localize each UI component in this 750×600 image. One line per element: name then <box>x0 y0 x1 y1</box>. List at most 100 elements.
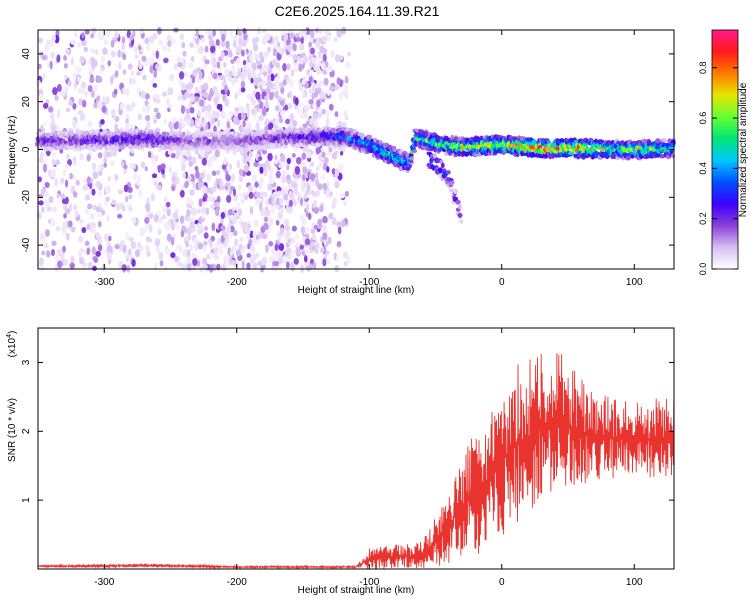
noise-cell <box>232 116 237 123</box>
noise-cell <box>303 255 308 263</box>
noise-cell <box>211 57 216 66</box>
noise-cell <box>238 125 243 131</box>
noise-cell <box>345 61 351 69</box>
noise-cell <box>88 191 92 197</box>
noise-cell <box>281 189 287 196</box>
noise-cell <box>76 76 81 83</box>
noise-cell <box>92 204 97 211</box>
noise-cell <box>97 220 102 228</box>
noise-cell <box>51 158 56 166</box>
noise-cell <box>92 265 97 272</box>
noise-cell <box>114 173 119 181</box>
noise-cell <box>231 64 236 72</box>
noise-cell <box>100 119 105 125</box>
noise-cell <box>282 62 287 72</box>
noise-cell <box>157 210 161 217</box>
noise-cell <box>279 227 285 235</box>
noise-cell <box>171 175 176 183</box>
signal-cell <box>449 180 455 185</box>
noise-cell <box>334 150 338 157</box>
noise-cell <box>292 171 297 179</box>
noise-cell <box>144 100 149 106</box>
noise-cell <box>74 210 79 218</box>
noise-cell <box>243 191 248 197</box>
noise-cell <box>122 69 127 75</box>
noise-cell <box>152 50 157 59</box>
noise-cell <box>50 41 55 48</box>
noise-cell <box>127 186 133 194</box>
noise-cell <box>285 118 291 125</box>
noise-cell <box>278 263 282 270</box>
noise-cell <box>113 88 118 95</box>
noise-cell <box>128 206 133 212</box>
noise-cell <box>123 184 129 193</box>
noise-cell <box>321 108 326 115</box>
noise-cell <box>270 205 276 214</box>
noise-cell <box>224 261 230 268</box>
noise-cell <box>186 248 191 258</box>
noise-cell <box>48 106 54 113</box>
noise-cell <box>155 50 159 59</box>
noise-cell <box>278 117 284 124</box>
noise-cell <box>239 236 245 242</box>
noise-cell <box>188 160 194 168</box>
noise-cell <box>160 163 166 170</box>
noise-cell <box>56 54 61 63</box>
noise-cell <box>303 55 308 64</box>
noise-cell <box>125 231 129 241</box>
noise-cell <box>191 156 197 165</box>
noise-cell <box>239 148 245 156</box>
noise-cell <box>79 153 84 161</box>
noise-cell <box>130 77 137 85</box>
noise-cell <box>150 192 156 202</box>
noise-cell <box>46 250 51 258</box>
noise-cell <box>283 218 290 226</box>
noise-cell <box>290 68 295 77</box>
noise-cell <box>79 219 84 224</box>
noise-cell <box>138 45 142 51</box>
noise-cell <box>108 235 112 242</box>
noise-cell <box>322 215 328 224</box>
noise-cell <box>288 199 293 208</box>
noise-cell <box>62 221 67 230</box>
noise-cell <box>334 168 339 175</box>
noise-cell <box>313 199 318 207</box>
noise-cell <box>258 156 263 162</box>
noise-cell <box>251 174 257 182</box>
noise-cell <box>302 34 308 41</box>
noise-cell <box>64 179 69 188</box>
noise-cell <box>247 243 251 250</box>
noise-cell <box>128 194 133 200</box>
noise-cell <box>191 75 196 84</box>
snr-y-axis-label: SNR (10 * v/v) <box>7 398 18 462</box>
noise-cell <box>223 112 227 119</box>
noise-cell <box>287 102 293 110</box>
noise-cell <box>264 125 270 132</box>
noise-cell <box>141 55 147 62</box>
noise-cell <box>261 256 267 266</box>
noise-cell <box>133 172 138 181</box>
signal-cell <box>445 170 451 175</box>
noise-cell <box>277 71 281 79</box>
signal-cell <box>85 141 90 145</box>
noise-cell <box>167 45 172 53</box>
noise-cell <box>54 94 59 102</box>
noise-cell <box>282 40 287 46</box>
noise-cell <box>65 153 70 160</box>
noise-cell <box>303 193 308 200</box>
noise-cell <box>258 181 262 190</box>
noise-cell <box>67 220 73 228</box>
noise-cell <box>42 163 48 173</box>
noise-cell <box>72 28 78 35</box>
noise-cell <box>107 60 112 67</box>
noise-cell <box>125 195 129 203</box>
noise-cell <box>199 99 205 107</box>
noise-cell <box>178 123 182 132</box>
noise-cell <box>130 102 136 108</box>
noise-cell <box>255 91 261 100</box>
noise-cell <box>124 123 130 131</box>
noise-cell <box>310 189 315 196</box>
noise-cell <box>42 72 46 80</box>
noise-cell <box>43 191 49 197</box>
noise-cell <box>284 224 290 232</box>
